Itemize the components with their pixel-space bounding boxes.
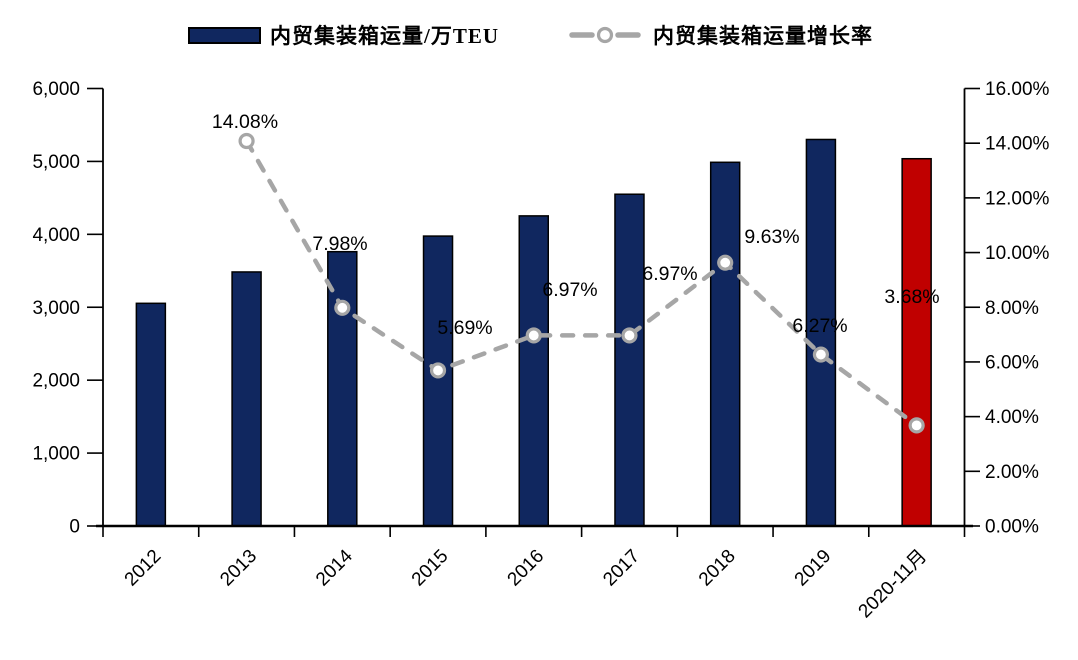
growth-marker (621, 327, 638, 344)
right-axis-tick-label: 8.00% (985, 298, 1039, 319)
right-axis-tick-label: 2.00% (985, 462, 1039, 483)
bar-2013 (231, 271, 262, 527)
right-axis-tick-label: 4.00% (985, 407, 1039, 428)
left-axis-tick-label: 6,000 (32, 79, 80, 100)
legend-item-line: 内贸集装箱运量增长率 (568, 20, 873, 50)
right-axis-tick-label: 14.00% (985, 134, 1050, 155)
x-axis-label: 2014 (312, 545, 357, 590)
legend: 内贸集装箱运量/万TEU 内贸集装箱运量增长率 (0, 0, 1078, 60)
x-axis-label: 2019 (791, 546, 836, 591)
growth-value-label: 6.97% (542, 279, 597, 301)
growth-marker (812, 346, 830, 363)
right-axis-tick-label: 0.00% (985, 517, 1039, 538)
bar-2016 (518, 215, 549, 527)
legend-item-bar: 内贸集装箱运量/万TEU (188, 20, 499, 50)
left-axis-tick-label: 2,000 (32, 371, 80, 392)
growth-value-label: 6.27% (792, 315, 847, 337)
left-axis-tick-label: 3,000 (32, 298, 80, 319)
growth-value-label: 9.63% (744, 226, 799, 248)
x-axis-label: 2015 (408, 546, 453, 591)
growth-value-label: 5.69% (437, 317, 492, 339)
x-axis-label: 2013 (216, 546, 261, 591)
left-axis-tick-label: 4,000 (32, 225, 80, 246)
right-axis-tick-label: 10.00% (985, 243, 1050, 264)
right-axis-tick-label: 6.00% (985, 352, 1039, 373)
legend-line-swatch-icon (569, 26, 641, 44)
growth-value-label: 14.08% (212, 111, 278, 133)
x-axis-label: 2020-11月 (855, 546, 932, 623)
growth-value-label: 7.98% (312, 233, 367, 255)
right-axis-tick-label: 12.00% (985, 188, 1050, 209)
x-axis-label: 2016 (504, 546, 549, 591)
growth-marker (334, 299, 351, 316)
growth-marker (717, 254, 734, 271)
growth-line (244, 138, 919, 428)
growth-marker (908, 417, 925, 434)
x-axis-label: 2017 (599, 546, 644, 591)
growth-value-label: 3.68% (884, 286, 939, 308)
growth-marker (429, 362, 447, 379)
growth-value-label: 6.97% (642, 263, 697, 285)
bar-2017 (614, 193, 645, 527)
x-axis-label: 2018 (695, 546, 740, 591)
bar-2012 (135, 302, 167, 527)
right-axis-tick-label: 16.00% (985, 79, 1050, 100)
legend-bar-swatch-icon (188, 26, 261, 44)
legend-bar-label: 内贸集装箱运量/万TEU (270, 24, 500, 48)
bar-2014 (327, 250, 358, 527)
left-axis-tick-label: 0 (69, 517, 80, 538)
bar-2015 (422, 235, 454, 527)
left-axis-tick-label: 5,000 (32, 152, 80, 173)
growth-marker (238, 132, 255, 150)
bar-2018 (709, 161, 741, 527)
left-axis-tick-label: 1,000 (32, 444, 80, 465)
legend-line-label: 内贸集装箱运量增长率 (653, 24, 873, 48)
growth-marker (525, 327, 542, 344)
bar-2020-11月 (901, 157, 932, 527)
x-axis-label: 2012 (121, 546, 166, 591)
